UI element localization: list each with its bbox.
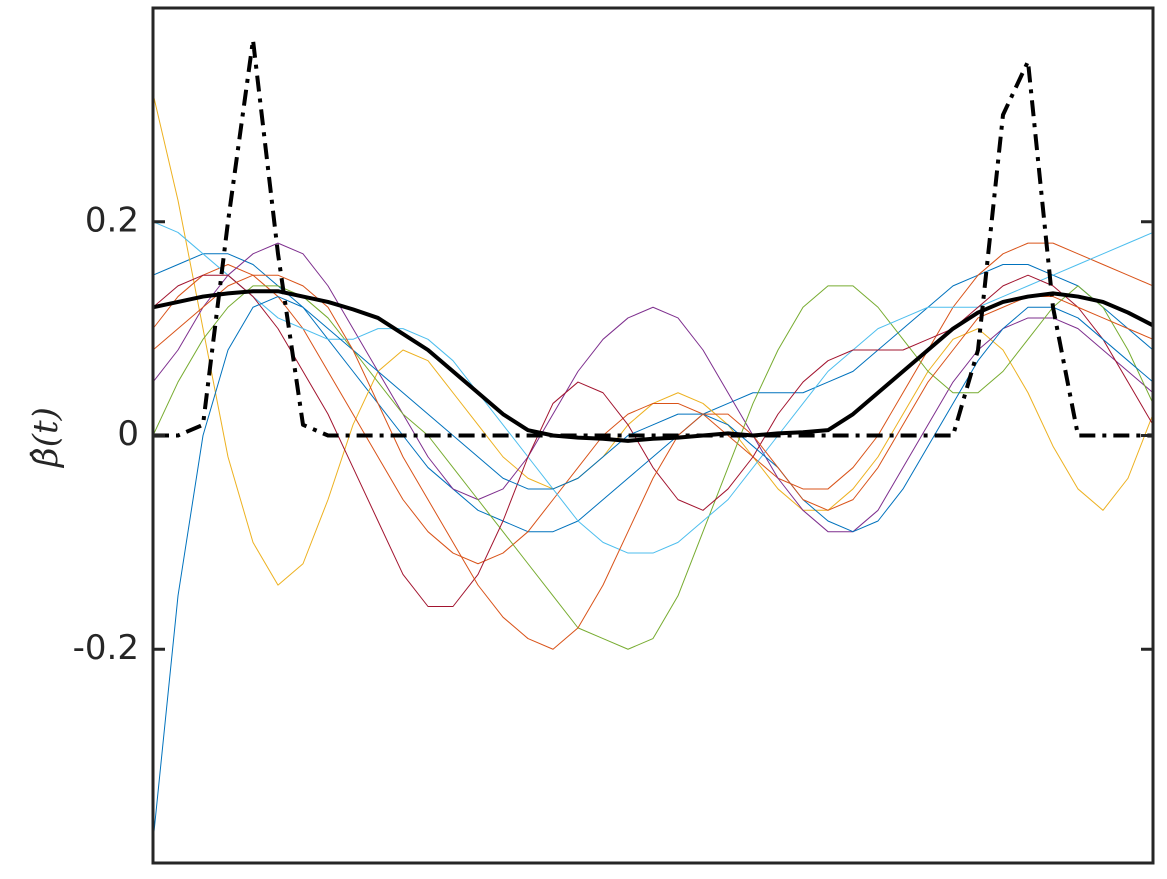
y-tick-label: 0.2: [85, 200, 139, 240]
series-line: [153, 274, 1153, 650]
y-axis-label: β̂(t): [26, 407, 66, 469]
series-line: [153, 289, 1153, 443]
series-line: [153, 242, 1153, 533]
series-line: [153, 296, 1153, 842]
series-line: [153, 221, 1153, 554]
series-line: [153, 38, 1153, 438]
plot-area: [153, 38, 1153, 842]
y-tick-label: -0.2: [73, 628, 139, 668]
series-line: [153, 274, 1153, 607]
series-line: [153, 242, 1153, 565]
series-line: [153, 285, 1153, 650]
series-line: [153, 93, 1153, 586]
y-tick-label: 0: [117, 414, 139, 454]
series-line: [153, 253, 1153, 533]
